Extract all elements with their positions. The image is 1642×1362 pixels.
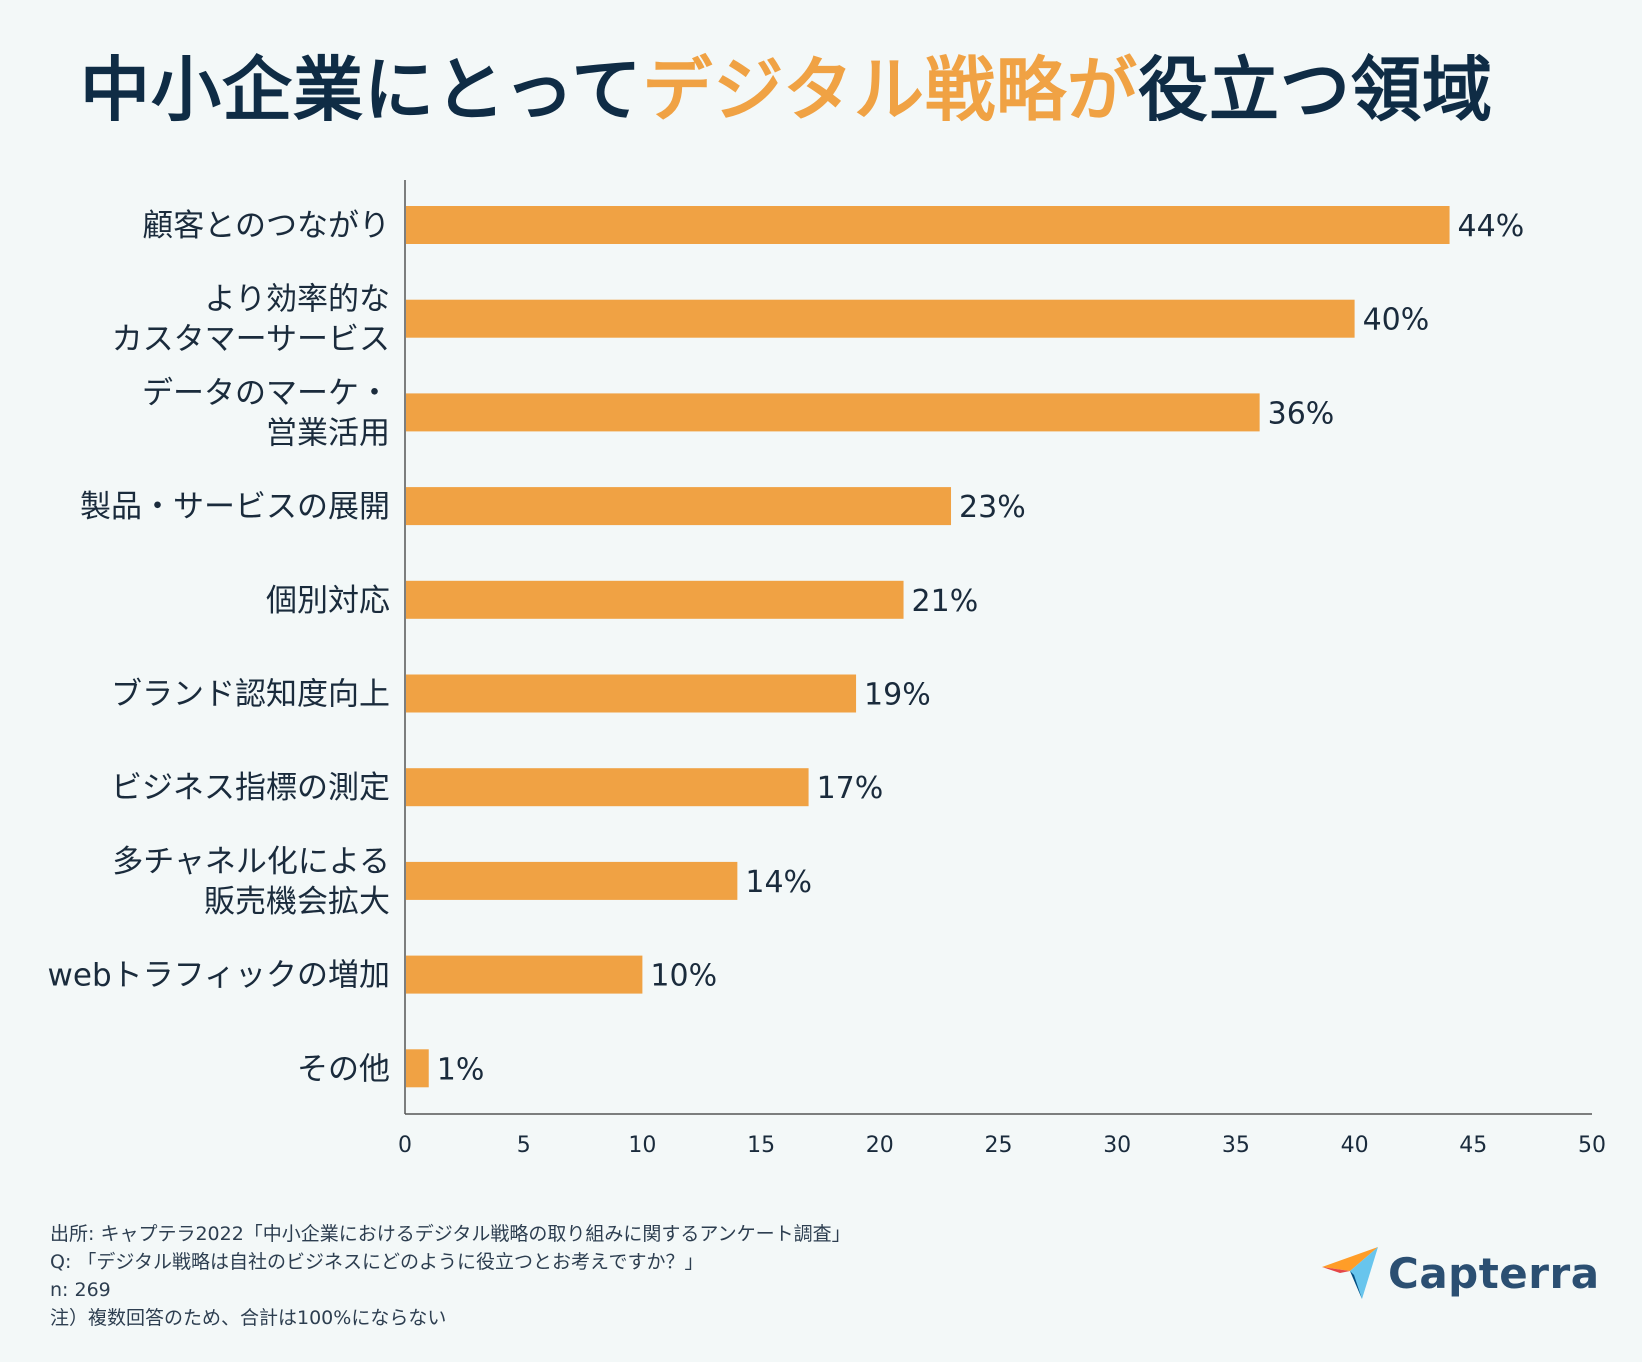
category-label: ブランド認知度向上 [111, 677, 390, 713]
category-label-line: webトラフィックの増加 [48, 958, 390, 994]
category-label: webトラフィックの増加 [48, 958, 390, 994]
category-label-line: 顧客とのつながり [142, 208, 390, 244]
category-label-line: より効率的な [205, 282, 390, 318]
category-label: 製品・サービスの展開 [80, 489, 390, 525]
x-tick-label: 45 [1459, 1133, 1487, 1158]
x-tick-label: 5 [517, 1133, 531, 1158]
bar-value-label: 36% [1268, 396, 1335, 431]
category-label: 多チャネル化による販売機会拡大 [112, 844, 390, 920]
bar-value-label: 17% [817, 771, 884, 806]
bar [406, 955, 643, 994]
bar [406, 674, 857, 713]
bar [406, 206, 1450, 244]
category-label-line: データのマーケ・ [142, 375, 390, 411]
category-label: その他 [297, 1051, 390, 1087]
title-part-2-accent: デジタル戦略が [642, 49, 1139, 131]
category-label-line: 営業活用 [266, 415, 390, 451]
capterra-logo-text: Capterra [1388, 1248, 1600, 1298]
x-tick-label: 25 [985, 1133, 1013, 1158]
source-note: 出所: キャプテラ2022「中小企業におけるデジタル戦略の取り組みに関するアンケ… [50, 1223, 851, 1245]
category-label: データのマーケ・営業活用 [142, 375, 390, 451]
x-tick-label: 30 [1103, 1133, 1131, 1158]
sample-size-note: n: 269 [50, 1279, 111, 1301]
category-label: 顧客とのつながり [142, 208, 390, 244]
bar [406, 768, 809, 807]
category-label-line: 多チャネル化による [112, 844, 390, 880]
x-tick-label: 40 [1341, 1133, 1369, 1158]
bar-value-label: 14% [745, 865, 812, 900]
x-tick-label: 20 [866, 1133, 894, 1158]
x-tick-label: 0 [398, 1133, 412, 1158]
x-tick-label: 10 [628, 1133, 656, 1158]
x-tick-label: 15 [747, 1133, 775, 1158]
category-label: ビジネス指標の測定 [111, 770, 390, 806]
category-label: より効率的なカスタマーサービス [112, 282, 390, 358]
bar-value-label: 23% [959, 490, 1026, 525]
bar [406, 487, 952, 526]
bar-value-label: 1% [437, 1052, 485, 1087]
bar-value-label: 10% [650, 959, 717, 994]
bar [406, 1049, 429, 1088]
bar-value-label: 21% [912, 584, 979, 619]
category-label-line: 販売機会拡大 [204, 884, 390, 920]
category-label-line: カスタマーサービス [112, 322, 390, 358]
bar-value-label: 44% [1458, 209, 1525, 244]
capterra-arrow-icon [1322, 1247, 1378, 1299]
category-label-line: ビジネス指標の測定 [111, 770, 390, 806]
capterra-logo: Capterra [1320, 1245, 1600, 1301]
page-title: 中小企業にとってデジタル戦略が役立つ領域 [80, 48, 1493, 132]
x-tick-label: 50 [1578, 1133, 1606, 1158]
category-label: 個別対応 [266, 583, 390, 619]
title-part-3: 役立つ領域 [1138, 49, 1494, 131]
category-label-line: ブランド認知度向上 [111, 677, 390, 713]
title-part-1: 中小企業にとって [80, 49, 643, 131]
multiple-answer-note: 注）複数回答のため、合計は100%にならない [50, 1307, 447, 1329]
category-label-line: 製品・サービスの展開 [80, 489, 390, 525]
category-label-line: 個別対応 [266, 583, 390, 619]
bar [406, 299, 1355, 338]
category-label-line: その他 [297, 1051, 390, 1087]
bar-value-label: 40% [1363, 303, 1430, 338]
footnotes: 出所: キャプテラ2022「中小企業におけるデジタル戦略の取り組みに関するアンケ… [50, 1220, 851, 1332]
bar-value-label: 19% [864, 678, 931, 713]
question-note: Q: 「デジタル戦略は自社のビジネスにどのように役立つとお考えですか？」 [50, 1251, 704, 1273]
bar [406, 393, 1260, 432]
x-tick-label: 35 [1222, 1133, 1250, 1158]
bar [406, 861, 738, 900]
bar [406, 580, 904, 619]
